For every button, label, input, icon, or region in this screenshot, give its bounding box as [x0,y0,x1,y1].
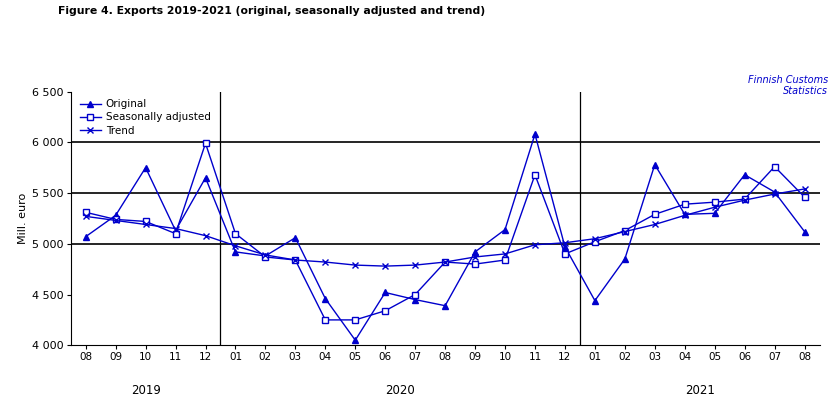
Original [260,253,270,258]
Original [440,303,450,308]
Line: Original: Original [83,131,807,343]
Trend [560,240,570,245]
Original [410,297,420,302]
Original [470,250,480,255]
Trend [201,233,210,238]
Trend [290,258,300,262]
Trend [770,191,780,196]
Trend [800,186,810,191]
Seasonally adjusted [111,217,121,222]
Trend [171,226,181,231]
Seasonally adjusted [740,197,750,202]
Seasonally adjusted [260,255,270,260]
Trend [590,236,600,241]
Original [530,131,540,136]
Trend [111,218,121,223]
Trend [350,262,360,267]
Original [350,338,360,343]
Original [230,250,240,255]
Line: Trend: Trend [82,186,808,270]
Seasonally adjusted [350,317,360,322]
Trend [440,260,450,265]
Trend [230,243,240,248]
Trend [740,198,750,203]
Text: 2021: 2021 [685,384,715,397]
Seasonally adjusted [171,231,181,236]
Text: Finnish Customs
Statistics: Finnish Customs Statistics [748,75,828,97]
Seasonally adjusted [201,141,210,146]
Seasonally adjusted [710,200,720,205]
Line: Seasonally adjusted: Seasonally adjusted [83,141,807,323]
Trend [620,229,630,234]
Trend [680,213,690,218]
Original [201,175,210,180]
Trend [81,214,91,219]
Seasonally adjusted [230,231,240,236]
Y-axis label: Mill. euro: Mill. euro [18,193,28,244]
Seasonally adjusted [290,258,300,262]
Original [500,227,510,232]
Original [171,228,181,233]
Trend [260,253,270,258]
Text: Figure 4. Exports 2019-2021 (original, seasonally adjusted and trend): Figure 4. Exports 2019-2021 (original, s… [58,6,485,16]
Trend [410,262,420,267]
Original [81,234,91,239]
Seasonally adjusted [81,210,91,215]
Seasonally adjusted [440,260,450,265]
Seasonally adjusted [380,308,390,313]
Trend [530,242,540,247]
Original [650,162,660,167]
Legend: Original, Seasonally adjusted, Trend: Original, Seasonally adjusted, Trend [80,99,210,136]
Original [770,190,780,195]
Trend [500,251,510,256]
Trend [470,255,480,260]
Original [111,213,121,218]
Seasonally adjusted [800,195,810,200]
Seasonally adjusted [590,239,600,244]
Original [560,244,570,249]
Original [320,296,330,301]
Seasonally adjusted [770,164,780,169]
Trend [141,222,151,227]
Text: 2020: 2020 [385,384,415,397]
Seasonally adjusted [141,219,151,224]
Original [590,298,600,303]
Original [620,257,630,262]
Original [710,211,720,216]
Original [290,235,300,240]
Original [380,290,390,295]
Seasonally adjusted [560,251,570,256]
Seasonally adjusted [470,262,480,267]
Seasonally adjusted [620,228,630,233]
Trend [320,260,330,265]
Seasonally adjusted [410,292,420,297]
Original [680,212,690,217]
Trend [380,264,390,269]
Seasonally adjusted [320,317,330,322]
Seasonally adjusted [500,258,510,262]
Text: 2019: 2019 [131,384,161,397]
Trend [650,222,660,227]
Original [141,165,151,170]
Seasonally adjusted [650,212,660,217]
Original [800,229,810,234]
Trend [710,205,720,210]
Seasonally adjusted [680,202,690,207]
Original [740,172,750,177]
Seasonally adjusted [530,172,540,177]
